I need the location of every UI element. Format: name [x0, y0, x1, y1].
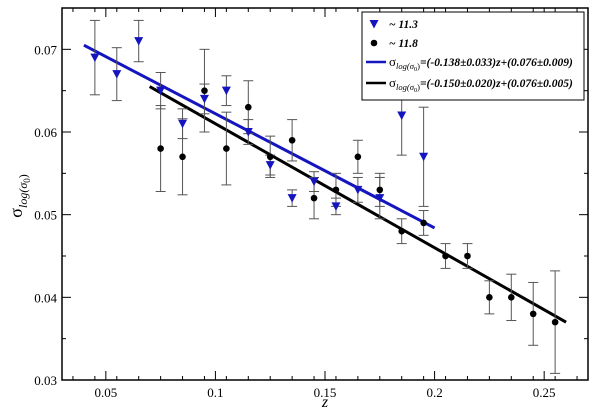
data-point-circle: [288, 136, 296, 144]
data-point-triangle: [309, 177, 319, 187]
legend-label-series-1: ~ 11.3: [389, 19, 418, 31]
data-point-circle: [266, 153, 274, 161]
data-point-circle: [529, 310, 537, 318]
data-point-circle: [332, 186, 340, 194]
data-point-circle: [551, 318, 559, 326]
legend-label-fit-2: σlog(σ0)=(-0.150±0.020)z+(0.076±0.005): [389, 75, 573, 94]
svg-text:σlog(σ0): σlog(σ0): [6, 174, 32, 217]
data-point-circle: [398, 227, 406, 235]
data-point-triangle: [199, 94, 209, 104]
data-point-circle: [201, 87, 208, 94]
fit-line-1: [83, 43, 436, 230]
fit-line-2: [148, 85, 567, 324]
data-point-circle: [354, 153, 362, 161]
x-tick-label: 0.15: [314, 385, 337, 400]
data-point-circle: [244, 103, 252, 111]
data-point-triangle: [419, 152, 429, 162]
data-point-circle: [420, 219, 427, 227]
data-point-circle: [486, 294, 493, 301]
legend-box: [361, 11, 585, 101]
legend-marker-triangle: [369, 20, 379, 29]
legend-label-series-2: ~ 11.8: [389, 38, 418, 50]
data-point-triangle: [112, 70, 122, 79]
data-point-triangle: [134, 37, 144, 46]
y-tick-label: 0.03: [34, 373, 57, 388]
data-point-triangle: [156, 86, 166, 96]
legend-marker-circle: [370, 39, 378, 47]
data-point-circle: [507, 294, 515, 301]
data-point-circle: [157, 145, 164, 152]
data-point-circle: [223, 145, 230, 152]
data-point-circle: [376, 186, 384, 194]
legend: ~ 11.3 ~ 11.8 σlog(σ0)=(-0.138±0.033)z+(0.…: [361, 11, 585, 101]
y-axis-label-sub: log(σ: [16, 182, 30, 208]
data-point-triangle: [178, 119, 188, 129]
data-point-triangle: [243, 128, 253, 137]
y-axis-label: σlog(σ0): [6, 174, 32, 217]
data-point-circle: [310, 194, 318, 202]
x-tick-label: 0.05: [94, 385, 117, 400]
x-axis-label: z: [321, 394, 329, 411]
data-point-triangle: [90, 53, 100, 63]
axis-ticks: 0.05 0.1 0.15 0.2 0.25 0.03 0.04 0.05 0.06 0.07: [34, 8, 588, 400]
data-markers: [90, 37, 559, 326]
data-point-circle: [464, 252, 471, 260]
data-point-triangle: [221, 86, 231, 96]
fit-lines: [83, 43, 567, 324]
data-point-triangle: [353, 185, 363, 195]
x-tick-label: 0.25: [533, 385, 556, 400]
legend-label-fit-1: σlog(σ0)=(-0.138±0.033)z+(0.076±0.009): [389, 54, 573, 73]
data-point-triangle: [397, 111, 407, 120]
data-point-triangle: [265, 161, 275, 170]
y-tick-label: 0.07: [34, 42, 57, 57]
data-point-circle: [442, 252, 449, 260]
x-tick-label: 0.2: [426, 385, 442, 400]
data-point-triangle: [287, 194, 297, 203]
y-tick-label: 0.05: [34, 208, 57, 223]
y-axis-label-sigma: σ: [6, 208, 26, 218]
data-point-circle: [179, 153, 186, 161]
x-tick-label: 0.1: [207, 385, 223, 400]
y-axis-label-close: ): [16, 174, 30, 178]
y-tick-label: 0.04: [34, 290, 57, 305]
data-point-triangle: [375, 194, 385, 203]
y-axis-label-subsub: 0: [22, 178, 32, 183]
y-tick-label: 0.06: [34, 125, 57, 140]
data-point-triangle: [331, 202, 341, 211]
